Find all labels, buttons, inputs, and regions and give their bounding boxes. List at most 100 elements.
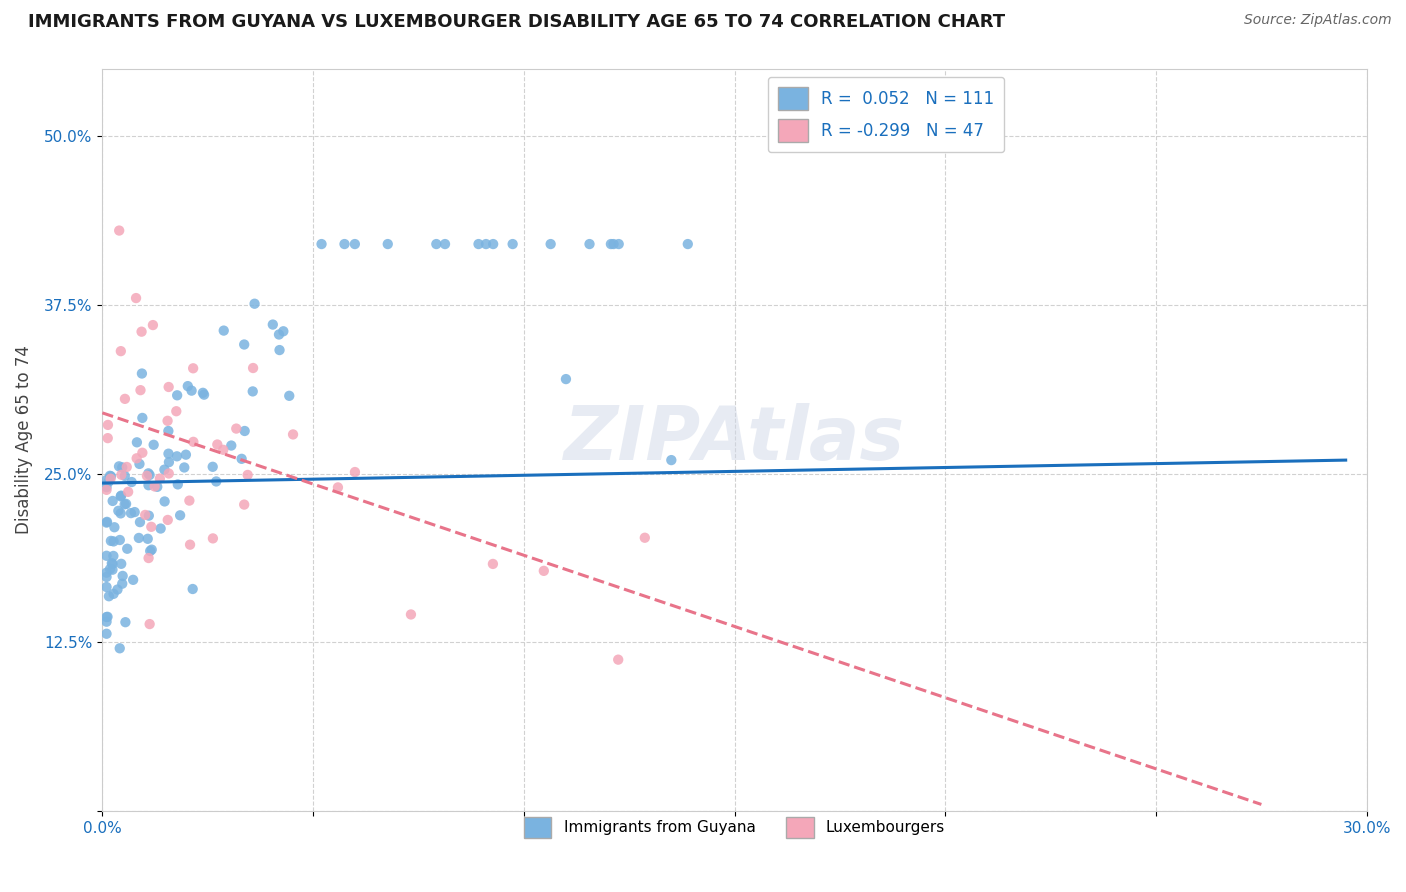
Point <box>115 541 138 556</box>
Point <box>97 589 120 603</box>
Point <box>578 237 600 252</box>
Point <box>96 610 118 624</box>
Point <box>153 462 176 476</box>
Point <box>131 411 153 425</box>
Point <box>157 455 180 469</box>
Point <box>181 361 204 376</box>
Point <box>96 626 118 640</box>
Point <box>103 549 125 563</box>
Point <box>173 460 195 475</box>
Point <box>114 615 136 630</box>
Point <box>153 494 176 508</box>
Point <box>97 431 120 445</box>
Point <box>125 451 148 466</box>
Point <box>219 438 242 452</box>
Point <box>180 384 202 398</box>
Point <box>114 392 136 406</box>
Point <box>100 533 122 548</box>
Point <box>138 478 160 492</box>
Point <box>96 473 118 487</box>
Point <box>207 437 229 451</box>
Point <box>111 576 134 591</box>
Point <box>110 344 132 359</box>
Point <box>201 532 224 546</box>
Point <box>128 531 150 545</box>
Point <box>96 480 118 494</box>
Point <box>96 515 118 529</box>
Point <box>174 448 197 462</box>
Point <box>96 570 118 584</box>
Point <box>103 520 125 534</box>
Point <box>111 569 134 583</box>
Text: Source: ZipAtlas.com: Source: ZipAtlas.com <box>1244 13 1392 28</box>
Point <box>138 467 160 481</box>
Point <box>114 497 136 511</box>
Point <box>191 385 214 400</box>
Point <box>262 318 284 332</box>
Point <box>212 442 235 457</box>
Point <box>96 580 118 594</box>
Point <box>108 641 131 656</box>
Point <box>482 237 505 252</box>
Point <box>166 477 188 491</box>
Point <box>110 489 132 503</box>
Point <box>110 557 132 571</box>
Point <box>146 480 169 494</box>
Point <box>125 435 148 450</box>
Point <box>108 223 131 237</box>
Point <box>225 421 247 435</box>
Point <box>138 508 160 523</box>
Point <box>120 506 142 520</box>
Point <box>467 237 489 252</box>
Point <box>281 427 304 442</box>
Point <box>139 544 162 558</box>
Point <box>502 237 524 252</box>
Point <box>156 513 179 527</box>
Point <box>103 587 125 601</box>
Point <box>108 533 131 547</box>
Point <box>129 515 152 529</box>
Point <box>399 607 422 622</box>
Point <box>142 318 165 332</box>
Point <box>555 372 578 386</box>
Point <box>96 516 118 530</box>
Point <box>115 497 138 511</box>
Point <box>114 469 136 483</box>
Point <box>242 384 264 399</box>
Point <box>165 404 187 418</box>
Point <box>101 556 124 570</box>
Point <box>141 520 163 534</box>
Point <box>122 573 145 587</box>
Point <box>107 582 129 597</box>
Point <box>233 424 256 438</box>
Point <box>333 237 356 252</box>
Point <box>278 389 301 403</box>
Point <box>115 460 138 475</box>
Point <box>103 534 125 549</box>
Point <box>98 468 121 483</box>
Point <box>676 237 699 252</box>
Point <box>136 532 159 546</box>
Point <box>157 380 180 394</box>
Point <box>97 475 120 489</box>
Point <box>166 450 188 464</box>
Point <box>107 504 129 518</box>
Point <box>134 508 156 522</box>
Y-axis label: Disability Age 65 to 74: Disability Age 65 to 74 <box>15 345 32 534</box>
Point <box>201 459 224 474</box>
Point <box>157 447 180 461</box>
Point <box>110 507 132 521</box>
Point <box>193 387 215 401</box>
Point <box>97 417 120 432</box>
Point <box>101 557 124 571</box>
Point <box>540 237 562 252</box>
Point <box>181 582 204 596</box>
Point <box>131 367 153 381</box>
Point <box>269 343 291 357</box>
Text: ZIPAtlas: ZIPAtlas <box>564 403 905 476</box>
Point <box>475 237 498 252</box>
Point <box>326 480 349 494</box>
Point <box>179 493 201 508</box>
Point <box>425 237 447 252</box>
Point <box>101 563 124 577</box>
